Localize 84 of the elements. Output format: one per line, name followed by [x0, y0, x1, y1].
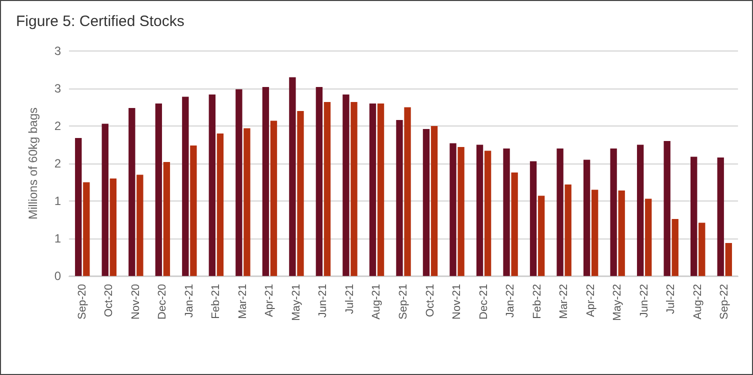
bar: [182, 96, 189, 276]
x-tick-label: Apr-21: [264, 284, 276, 318]
bar: [636, 144, 644, 276]
x-tick-label: Sep-22: [718, 284, 731, 320]
bar: [511, 172, 518, 276]
bar: [556, 148, 564, 276]
bar: [396, 120, 403, 276]
x-tick-label: Sep-20: [76, 284, 88, 320]
x-tick-label: Nov-20: [130, 284, 142, 320]
bar: [155, 104, 162, 276]
x-tick-label: Apr-22: [584, 284, 597, 318]
x-tick-label: Jun-22: [638, 284, 650, 318]
bar: [128, 108, 136, 276]
bar: [538, 196, 545, 276]
x-tick-label: May-22: [612, 284, 624, 321]
x-tick-label: Mar-21: [236, 284, 249, 319]
x-tick-label: Aug-21: [370, 284, 383, 320]
y-tick-label: 3: [54, 44, 62, 58]
bar: [618, 190, 625, 276]
x-tick-label: May-21: [290, 284, 302, 321]
bar: [430, 126, 438, 276]
bar: [350, 102, 358, 276]
bar: [270, 120, 278, 276]
bar: [369, 104, 376, 276]
bar: [503, 148, 510, 276]
bar: [698, 222, 706, 276]
x-tick-label: Jun-21: [317, 284, 330, 318]
bar: [610, 148, 617, 276]
x-tick-label: Nov-21: [451, 284, 464, 320]
bar: [75, 138, 82, 276]
bar: [297, 111, 304, 276]
bar: [236, 89, 242, 276]
y-tick-label: 1: [54, 232, 62, 246]
bar: [664, 141, 670, 276]
bar: [645, 198, 652, 276]
bar: [244, 128, 250, 276]
y-tick-label: 2: [54, 119, 62, 133]
bar: [289, 77, 296, 276]
bar: [484, 150, 492, 276]
bar: [102, 124, 108, 276]
x-tick-label: Dec-21: [478, 284, 490, 320]
y-axis-title: Millions of 60kg bags: [26, 107, 40, 220]
x-tick-label: Jul-22: [665, 284, 678, 314]
x-tick-label: Jul-21: [344, 284, 356, 314]
bar: [717, 158, 724, 276]
x-tick-label: Dec-20: [156, 284, 169, 320]
x-tick-label: Oct-21: [424, 284, 436, 318]
bar: [216, 134, 224, 276]
bar: [583, 160, 590, 276]
bar: [458, 147, 464, 276]
x-tick-label: Jan-22: [504, 284, 517, 318]
y-tick-label: 1: [54, 194, 62, 208]
bar: [208, 94, 216, 276]
x-tick-label: Jan-21: [183, 284, 196, 318]
bar: [404, 107, 411, 276]
bar: [342, 94, 350, 276]
y-tick-label: 2: [54, 156, 62, 170]
x-tick-label: Aug-22: [692, 284, 704, 320]
bar: [530, 161, 537, 276]
bar: [591, 190, 598, 276]
bar: [422, 129, 430, 276]
x-tick-label: Feb-21: [210, 284, 222, 319]
chart-title: Figure 5: Certified Stocks: [16, 13, 184, 30]
x-tick-label: Feb-22: [531, 284, 544, 319]
bar: [262, 87, 270, 276]
bar: [316, 87, 323, 276]
x-tick-label: Mar-22: [558, 284, 570, 319]
bar: [690, 156, 698, 276]
x-tick-label: Oct-20: [103, 284, 116, 318]
y-tick-label: 3: [54, 82, 62, 96]
bar: [110, 178, 116, 276]
bar: [725, 243, 732, 276]
bar: [672, 219, 678, 276]
bar: [136, 174, 144, 276]
bar: [163, 162, 170, 276]
bar: [83, 182, 90, 276]
bar: [476, 144, 484, 276]
y-tick-label: 0: [54, 269, 62, 283]
bar: [564, 184, 572, 276]
bar: [450, 143, 456, 276]
bar: [377, 104, 384, 276]
bar: [190, 146, 197, 276]
x-tick-label: Sep-21: [398, 284, 410, 320]
bar: [324, 102, 331, 276]
